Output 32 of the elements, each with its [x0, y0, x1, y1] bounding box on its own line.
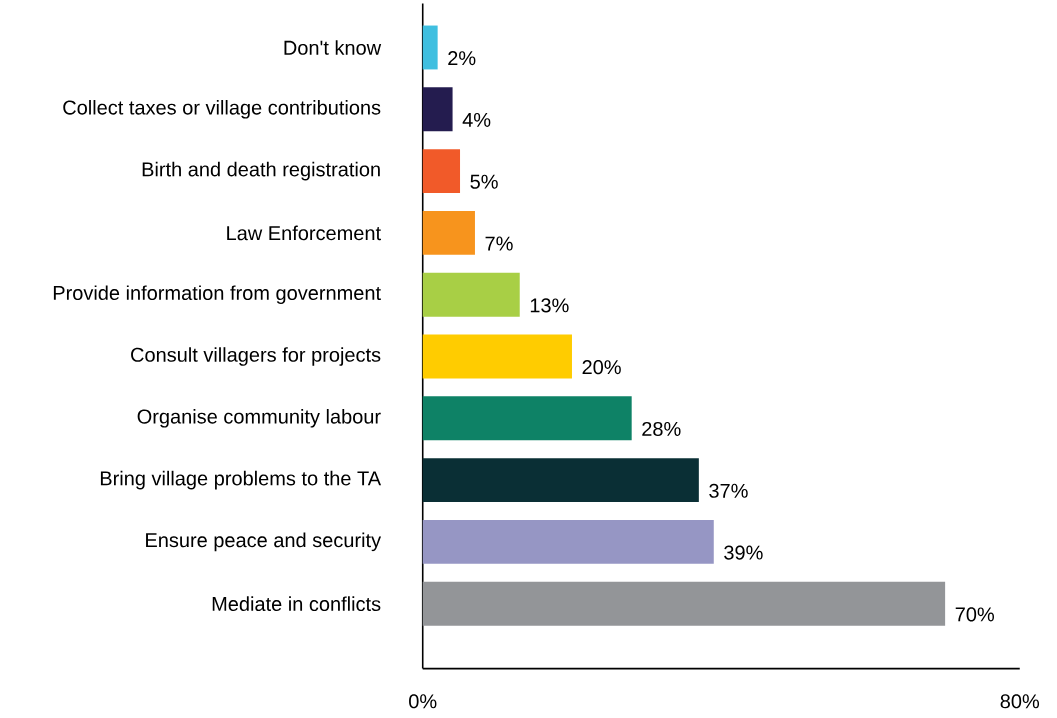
data-label: 7% [485, 236, 513, 251]
y-tick-label: Provide information from government [53, 285, 381, 304]
data-label: 5% [470, 174, 498, 189]
y-tick-label: Organise community labour [137, 408, 381, 428]
y-tick-label: Law Enforcement [227, 225, 381, 241]
data-label: 13% [530, 298, 569, 313]
data-label: 20% [582, 360, 621, 375]
bar [422, 581, 946, 626]
bar [422, 458, 699, 502]
x-tick-label: 80% [1000, 694, 1040, 709]
data-label: 2% [448, 51, 476, 66]
y-tick-label: Collect taxes or village contributions [63, 99, 381, 119]
data-label: 70% [955, 607, 994, 622]
y-tick-label: Ensure peace and security [146, 532, 382, 552]
data-label: 39% [724, 545, 763, 560]
x-tick-label: 0% [409, 694, 437, 709]
y-tick-label: Birth and death registration [142, 161, 380, 181]
bar [422, 272, 520, 317]
bar [422, 210, 475, 255]
data-label: 4% [462, 112, 491, 127]
y-tick-label: Consult villagers for projects [131, 347, 381, 366]
bar [422, 149, 461, 193]
bar [422, 25, 438, 70]
data-label: 37% [709, 483, 748, 498]
y-tick-label: Mediate in conflicts [212, 596, 381, 611]
y-tick-label: Don't know [284, 40, 382, 55]
bar [422, 87, 453, 132]
y-tick-label: Bring village problems to the TA [100, 470, 382, 490]
data-label: 28% [642, 421, 681, 436]
bar [422, 334, 572, 379]
bar [422, 396, 632, 441]
bar [422, 519, 714, 564]
